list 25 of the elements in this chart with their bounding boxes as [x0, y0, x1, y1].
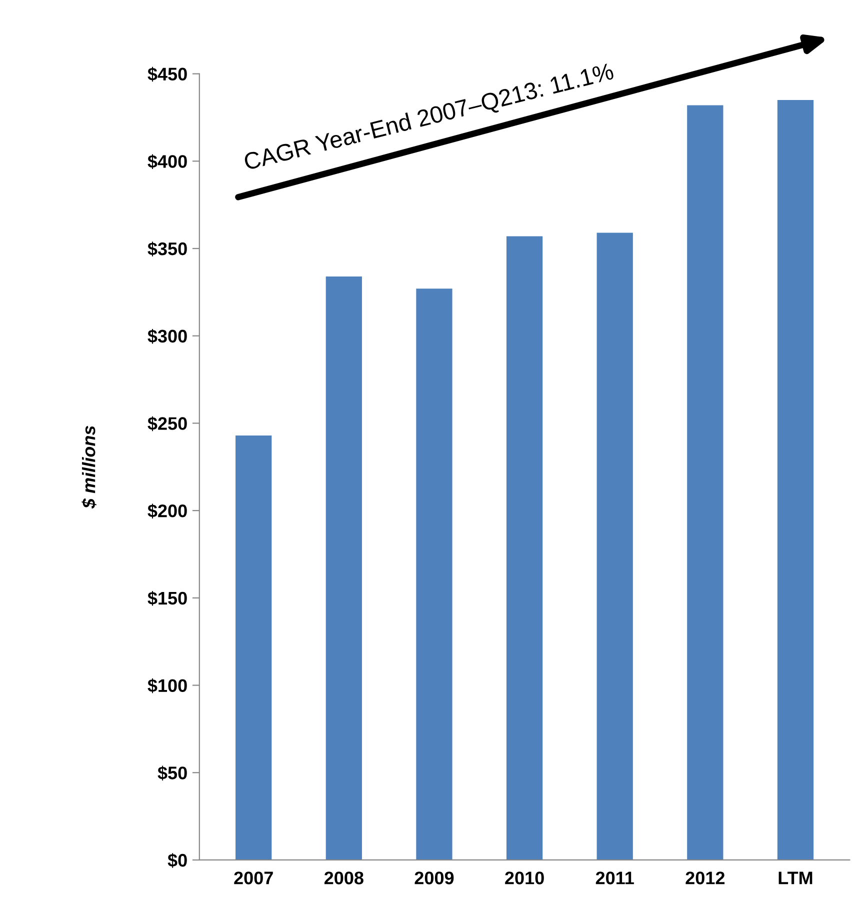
- x-tick-label: 2012: [686, 872, 725, 884]
- x-tick-label: 2011: [596, 872, 634, 884]
- y-tick-label: $250: [148, 416, 187, 432]
- x-tick-label: 2007: [234, 872, 273, 884]
- bar: [416, 288, 452, 860]
- bar: [687, 105, 724, 860]
- y-tick-label: $400: [148, 154, 187, 170]
- bar: [506, 236, 543, 860]
- y-tick-label: $100: [148, 678, 187, 694]
- x-tick-label: LTM: [778, 872, 812, 884]
- y-tick-label: $50: [158, 766, 187, 781]
- x-tick-label: 2010: [505, 872, 544, 884]
- y-tick-label: $150: [148, 591, 187, 606]
- bar: [596, 232, 633, 860]
- y-tick-label: $0: [168, 853, 187, 868]
- y-tick-label: $200: [148, 504, 187, 518]
- y-tick-label: $450: [148, 66, 187, 82]
- y-axis-title: $ millions: [82, 426, 96, 509]
- x-tick-label: 2008: [324, 872, 364, 884]
- bar: [236, 435, 272, 860]
- y-tick-label: $300: [148, 328, 187, 344]
- bar: [326, 276, 362, 860]
- x-tick-label: 2009: [414, 872, 454, 884]
- y-tick-label: $350: [148, 242, 187, 256]
- bar: [777, 100, 814, 860]
